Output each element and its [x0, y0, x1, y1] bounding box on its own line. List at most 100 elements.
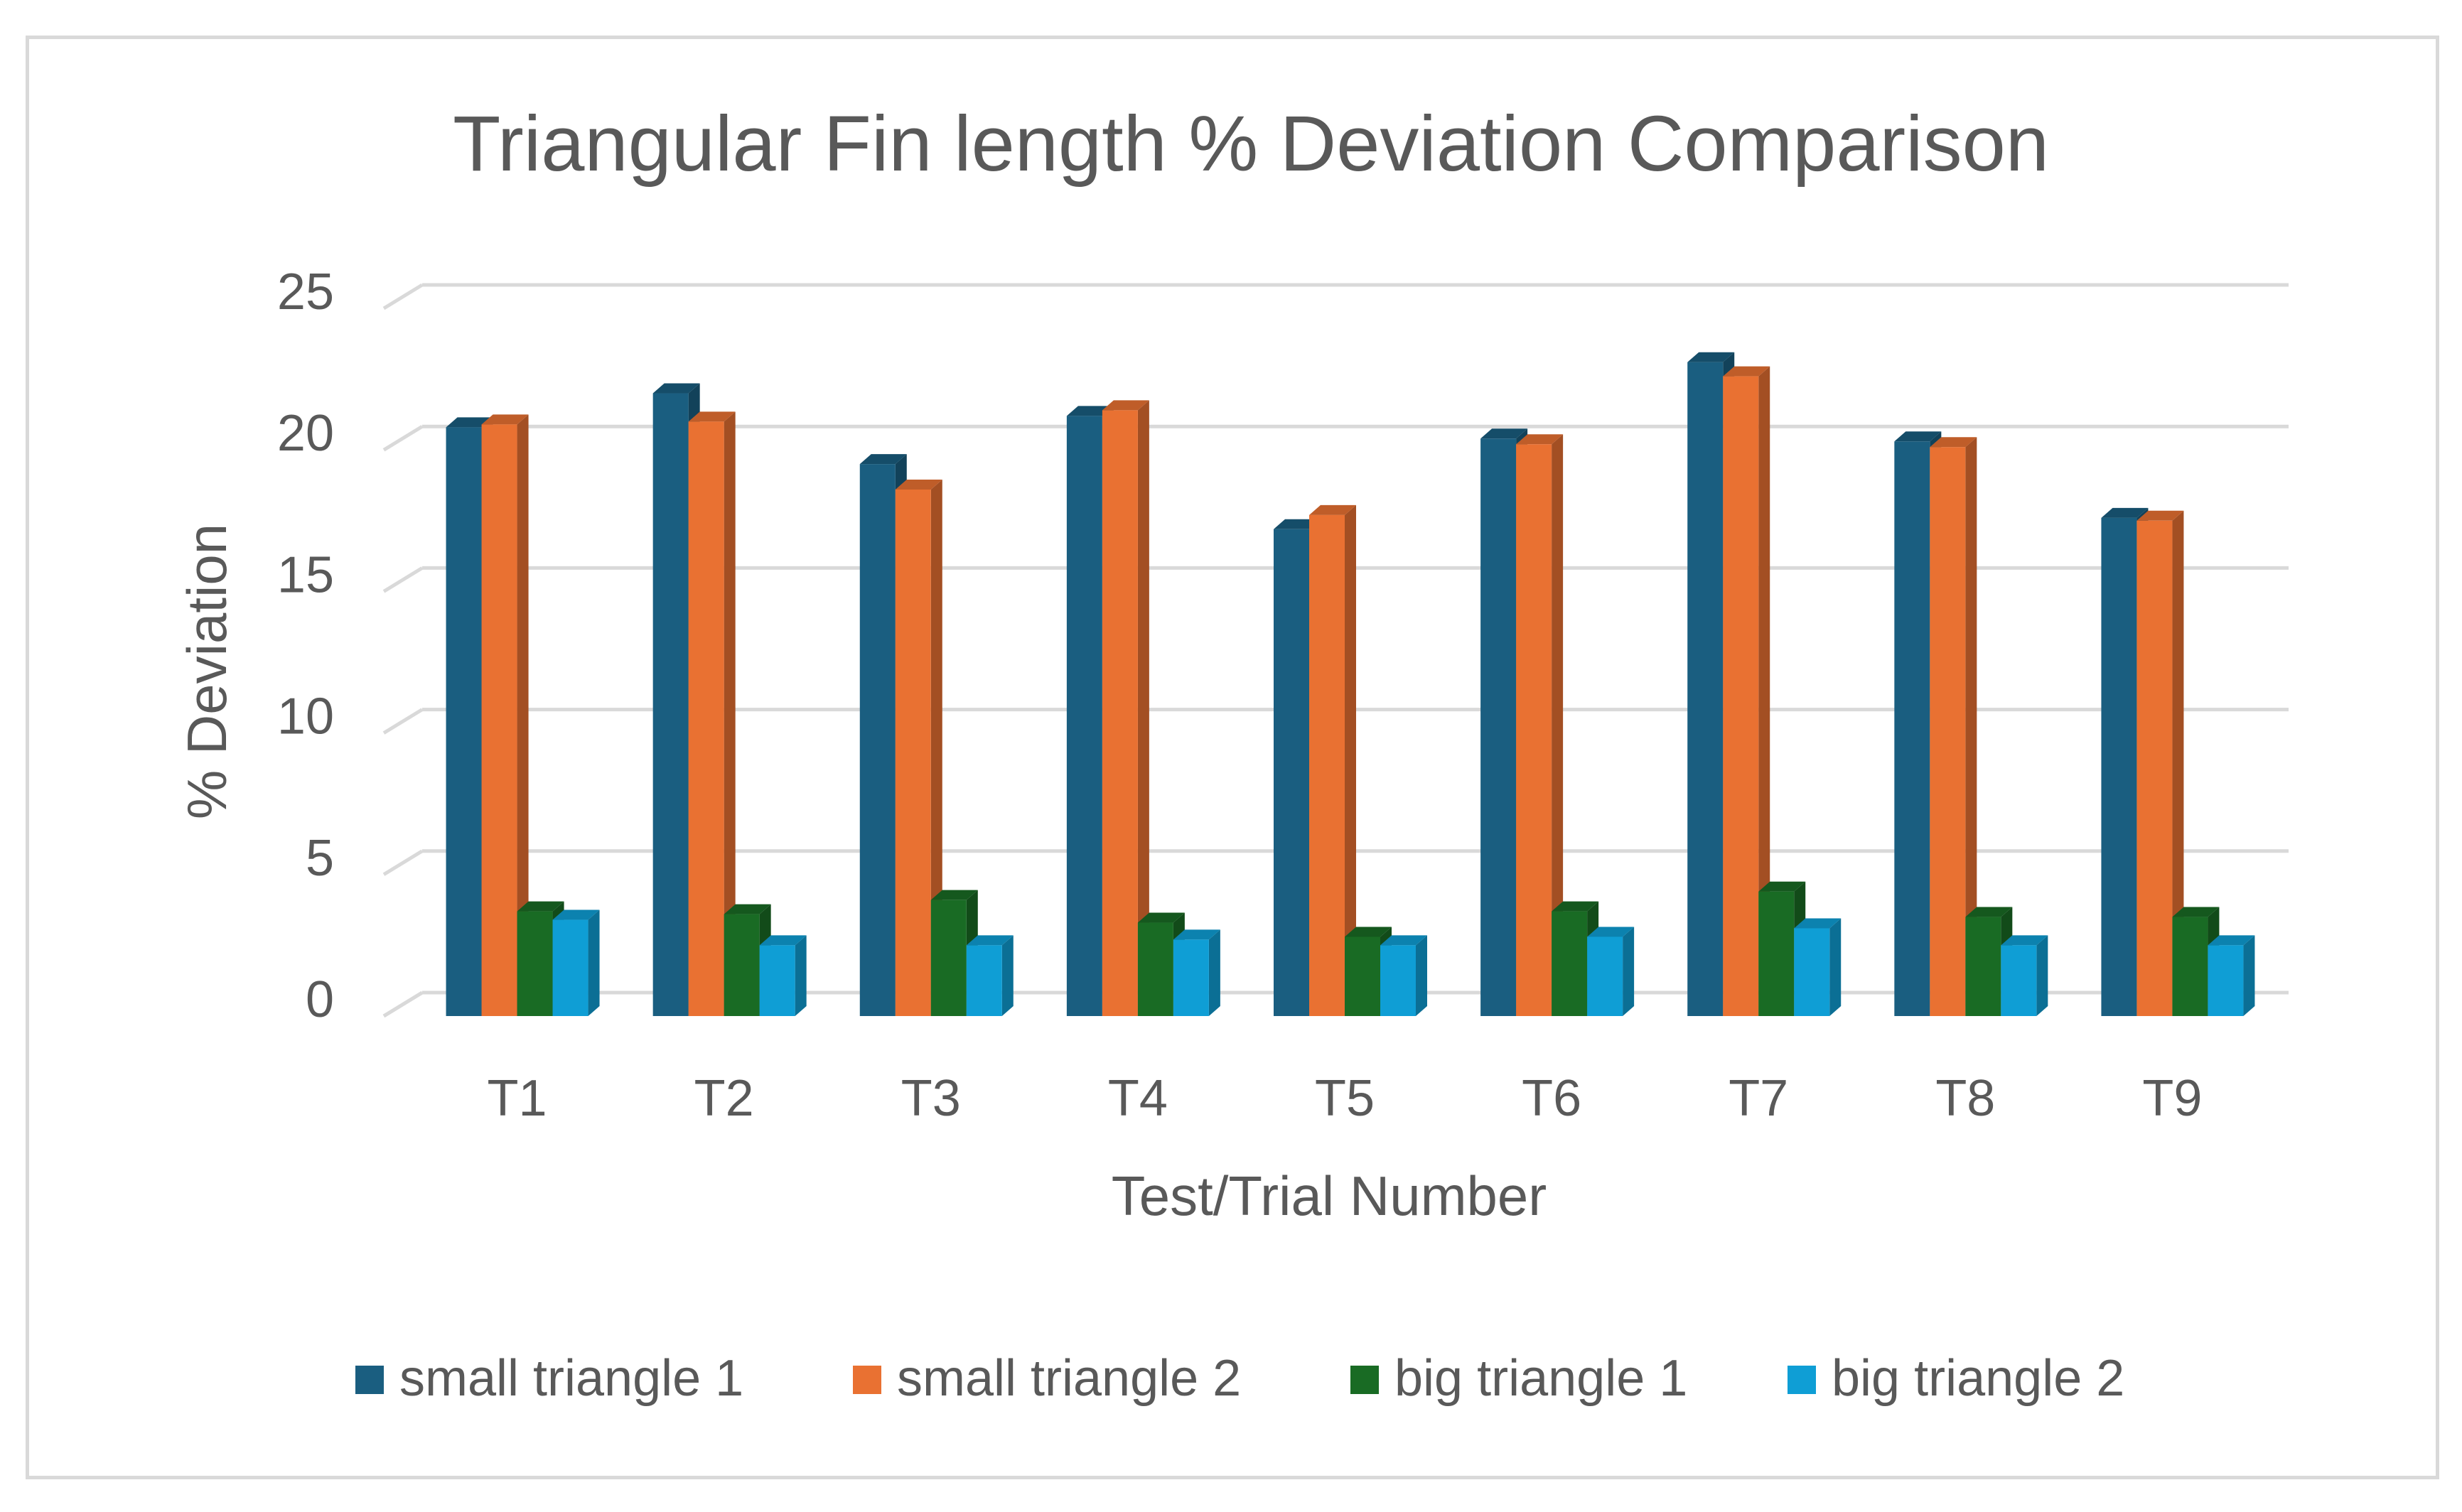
bar — [1173, 929, 1220, 1016]
bar-side — [517, 414, 529, 1016]
bar-top — [2001, 935, 2048, 946]
bar-top — [1552, 901, 1599, 912]
legend-item: small triangle 2 — [853, 1350, 1241, 1407]
x-tick-label: T6 — [1522, 1070, 1581, 1127]
bar — [2136, 510, 2184, 1016]
bar-side — [1345, 504, 1356, 1016]
gridline-diag — [382, 425, 424, 452]
bar-front — [1965, 917, 2001, 1016]
gridline-diag — [382, 566, 424, 593]
bar-front — [552, 919, 588, 1016]
bar-front — [1066, 416, 1102, 1016]
bar-top — [724, 904, 771, 914]
bar-top — [895, 479, 942, 490]
bar — [1380, 935, 1427, 1016]
bar — [552, 909, 600, 1016]
x-tick-label: T5 — [1315, 1070, 1375, 1127]
bar-top — [1137, 912, 1185, 923]
y-tick-label: 5 — [306, 830, 334, 887]
bar-front — [1687, 362, 1724, 1016]
bar-top — [2208, 935, 2255, 946]
bar-top — [1930, 437, 1977, 448]
bar-front — [688, 421, 724, 1016]
bar — [481, 414, 529, 1016]
x-axis-title: Test/Trial Number — [1112, 1165, 1547, 1227]
legend-swatch — [1350, 1366, 1379, 1394]
bar-top — [517, 901, 564, 912]
bar — [2001, 935, 2048, 1016]
y-axis-title: % Deviation — [176, 524, 238, 819]
bar-top — [1965, 907, 2013, 917]
floor-edge — [382, 990, 424, 1018]
bar — [688, 411, 736, 1016]
bar-front — [1552, 911, 1588, 1016]
bar-front — [1587, 936, 1623, 1016]
bar-top — [552, 909, 600, 920]
bar-top — [481, 414, 529, 425]
bar-front — [1723, 376, 1759, 1016]
bar-front — [1380, 945, 1416, 1016]
bar-top — [1480, 428, 1528, 439]
x-tick-label: T4 — [1108, 1070, 1168, 1127]
bar-top — [1102, 400, 1149, 411]
legend-item: big triangle 1 — [1350, 1350, 1687, 1407]
bar-side — [1965, 437, 1977, 1016]
y-tick-label: 0 — [306, 971, 334, 1028]
x-tick-label: T7 — [1729, 1070, 1788, 1127]
bar — [1723, 366, 1770, 1016]
bar — [2208, 935, 2255, 1016]
x-axis-ticks: T1 T2 T3 T4 T5 T6 T7 T8 T9 — [488, 1070, 2203, 1127]
bar-side — [795, 935, 807, 1016]
gridline-diag — [382, 283, 424, 310]
x-tick-label: T9 — [2142, 1070, 2202, 1127]
bar-side — [1829, 918, 1842, 1016]
bar-side — [1758, 366, 1770, 1016]
bar-top — [446, 417, 493, 428]
bar-side — [1208, 929, 1220, 1016]
bar — [1587, 927, 1635, 1016]
bar-side — [1137, 400, 1149, 1016]
bar-top — [1173, 929, 1220, 940]
bar-side — [1416, 935, 1427, 1016]
bar-top — [1309, 504, 1356, 515]
bar-top — [859, 454, 907, 465]
bar-front — [2172, 917, 2208, 1016]
bar-top — [688, 411, 736, 422]
bar-front — [1516, 444, 1552, 1016]
bar-top — [2136, 510, 2184, 521]
bar-front — [1345, 936, 1380, 1016]
bar-front — [481, 424, 517, 1016]
bar-top — [652, 383, 700, 394]
bar-top — [1516, 434, 1564, 445]
legend-swatch — [853, 1366, 881, 1394]
legend: small triangle 1 small triangle 2 big tria… — [355, 1350, 2124, 1407]
bar-top — [1345, 927, 1392, 937]
bar — [1102, 400, 1149, 1016]
bar-side — [930, 479, 942, 1016]
bar-top — [1723, 366, 1770, 377]
bar-front — [1794, 928, 1830, 1016]
bar — [895, 479, 942, 1016]
bar-top — [759, 935, 807, 946]
bar-front — [859, 464, 896, 1016]
y-tick-label: 15 — [277, 546, 334, 603]
bar-side — [588, 909, 600, 1016]
bar-front — [1102, 410, 1138, 1016]
legend-swatch — [1788, 1366, 1816, 1394]
legend-label: big triangle 1 — [1394, 1350, 1687, 1407]
bar-top — [930, 890, 978, 900]
bar-front — [1894, 441, 1930, 1016]
legend-swatch — [355, 1366, 384, 1394]
bar-top — [1066, 406, 1114, 416]
bar-top — [1587, 927, 1635, 937]
bars — [446, 352, 2255, 1016]
bar-top — [1380, 935, 1427, 946]
bar-front — [1137, 922, 1173, 1016]
bar-top — [966, 935, 1014, 946]
bar-front — [759, 945, 795, 1016]
legend-label: small triangle 1 — [399, 1350, 743, 1407]
bar-front — [652, 393, 689, 1016]
y-tick-label: 10 — [277, 688, 334, 745]
bar-side — [1552, 434, 1564, 1016]
chart-frame — [26, 36, 2439, 1479]
